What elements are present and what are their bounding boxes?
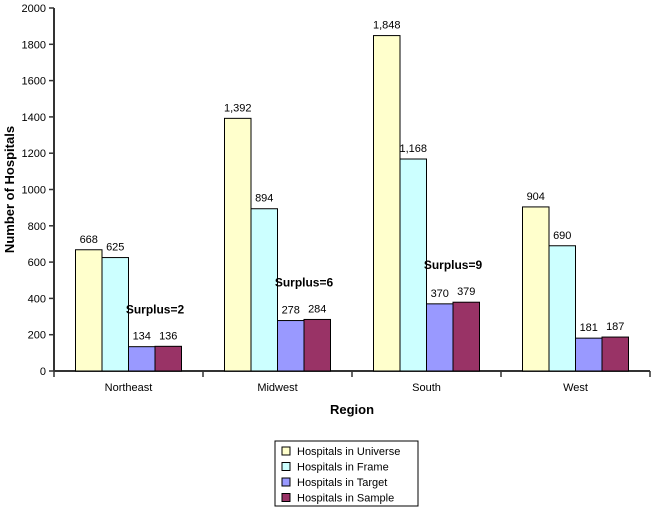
bar-south-1	[399, 158, 427, 372]
bar-south-2	[426, 303, 454, 372]
y-tick-label: 1400	[22, 112, 46, 124]
data-label: 1,848	[373, 20, 401, 32]
data-label: 379	[457, 286, 475, 298]
data-label: 625	[106, 242, 124, 254]
bar-west-3	[601, 336, 629, 372]
y-tick-label: 600	[28, 257, 46, 269]
y-tick-label: 1000	[22, 185, 46, 197]
bar-northeast-0	[75, 249, 103, 372]
bar-midwest-0	[224, 117, 252, 372]
x-axis-title: Region	[330, 402, 374, 417]
data-label: 894	[255, 193, 273, 205]
y-tick-label: 400	[28, 293, 46, 305]
bar-west-1	[548, 245, 576, 372]
y-tick-label: 2000	[22, 3, 46, 15]
y-tick-label: 0	[40, 366, 46, 378]
x-tick-label: South	[412, 382, 441, 394]
bar-midwest-2	[277, 320, 305, 372]
bar-midwest-3	[303, 318, 331, 372]
x-tick-label: Northeast	[105, 382, 153, 394]
data-label: 904	[527, 191, 545, 203]
legend-swatch	[281, 493, 291, 502]
data-label: 284	[308, 303, 326, 315]
data-label: 1,168	[399, 143, 427, 155]
data-label: 1,392	[224, 102, 252, 114]
surplus-annotation: Surplus=6	[275, 275, 334, 289]
x-tick-label: West	[563, 382, 588, 394]
y-tick-label: 1600	[22, 76, 46, 88]
legend-label: Hospitals in Frame	[297, 462, 389, 474]
bar-west-2	[575, 337, 603, 372]
legend-swatch	[281, 446, 291, 456]
bar-south-0	[373, 35, 401, 372]
bar-midwest-1	[250, 208, 278, 372]
data-label: 181	[580, 322, 598, 334]
data-label: 136	[159, 330, 177, 342]
legend-swatch	[281, 462, 291, 471]
data-label: 370	[431, 288, 449, 300]
legend-label: Hospitals in Sample	[297, 493, 394, 505]
data-label: 134	[133, 331, 151, 343]
legend-swatch	[281, 477, 291, 487]
x-tick-label: Midwest	[257, 382, 297, 394]
legend	[274, 440, 419, 507]
legend-label: Hospitals in Universe	[297, 446, 400, 458]
y-tick-label: 1800	[22, 39, 46, 51]
data-label: 187	[606, 321, 624, 333]
surplus-annotation: Surplus=9	[424, 258, 483, 272]
bar-south-3	[452, 301, 480, 372]
bar-northeast-1	[101, 257, 129, 372]
surplus-annotation: Surplus=2	[126, 302, 185, 316]
data-label: 668	[80, 234, 98, 246]
bar-northeast-2	[128, 346, 156, 372]
bar-west-0	[522, 206, 550, 372]
y-tick-label: 200	[28, 330, 46, 342]
legend-label: Hospitals in Target	[297, 477, 387, 489]
data-label: 278	[282, 305, 300, 317]
bar-northeast-3	[154, 345, 182, 372]
data-label: 690	[553, 230, 571, 242]
y-axis-title: Number of Hospitals	[2, 126, 17, 253]
y-tick-label: 800	[28, 221, 46, 233]
y-tick-label: 1200	[22, 148, 46, 160]
